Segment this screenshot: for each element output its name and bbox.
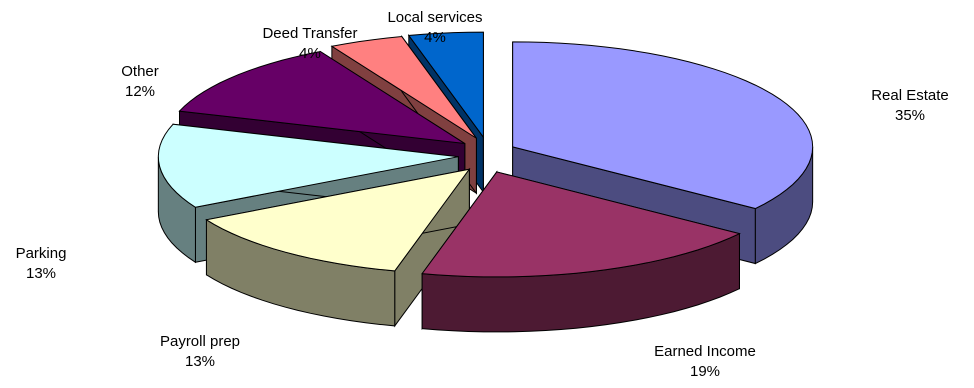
- label-earned-income: Earned Income 19%: [640, 342, 770, 382]
- label-parking-value: 13%: [25, 265, 57, 282]
- slice-local-services-top: [407, 31, 484, 139]
- label-payroll-prep-value: 13%: [184, 353, 216, 370]
- slice-parking-top: [157, 123, 459, 208]
- label-deed-transfer-value: 4%: [299, 45, 321, 62]
- label-deed-transfer-name: Deed Transfer: [262, 25, 358, 42]
- label-other-value: 12%: [124, 83, 156, 100]
- label-real-estate-value: 35%: [894, 107, 926, 124]
- label-real-estate: Real Estate 35%: [862, 86, 958, 126]
- label-local-services-value: 4%: [424, 29, 446, 46]
- slice-payroll-prep: [205, 167, 471, 328]
- label-local-services: Local services 4%: [370, 8, 500, 48]
- slice-real-estate-top: [512, 41, 814, 210]
- label-deed-transfer: Deed Transfer 4%: [250, 24, 370, 64]
- slice-earned-income-top: [421, 171, 741, 278]
- label-local-services-name: Local services: [387, 9, 483, 26]
- slice-payroll-prep-top: [205, 168, 471, 272]
- slice-other-top: [178, 50, 466, 145]
- label-other-name: Other: [121, 63, 159, 80]
- label-payroll-prep-name: Payroll prep: [159, 333, 241, 350]
- label-parking: Parking 13%: [0, 244, 82, 284]
- label-other: Other 12%: [100, 62, 180, 102]
- label-parking-name: Parking: [15, 245, 67, 262]
- label-real-estate-name: Real Estate: [871, 87, 949, 104]
- label-earned-income-name: Earned Income: [654, 343, 756, 360]
- slice-deed-transfer-top: [330, 36, 477, 139]
- slice-earned-income: [421, 170, 741, 333]
- label-earned-income-value: 19%: [689, 363, 721, 380]
- label-payroll-prep: Payroll prep 13%: [140, 332, 260, 372]
